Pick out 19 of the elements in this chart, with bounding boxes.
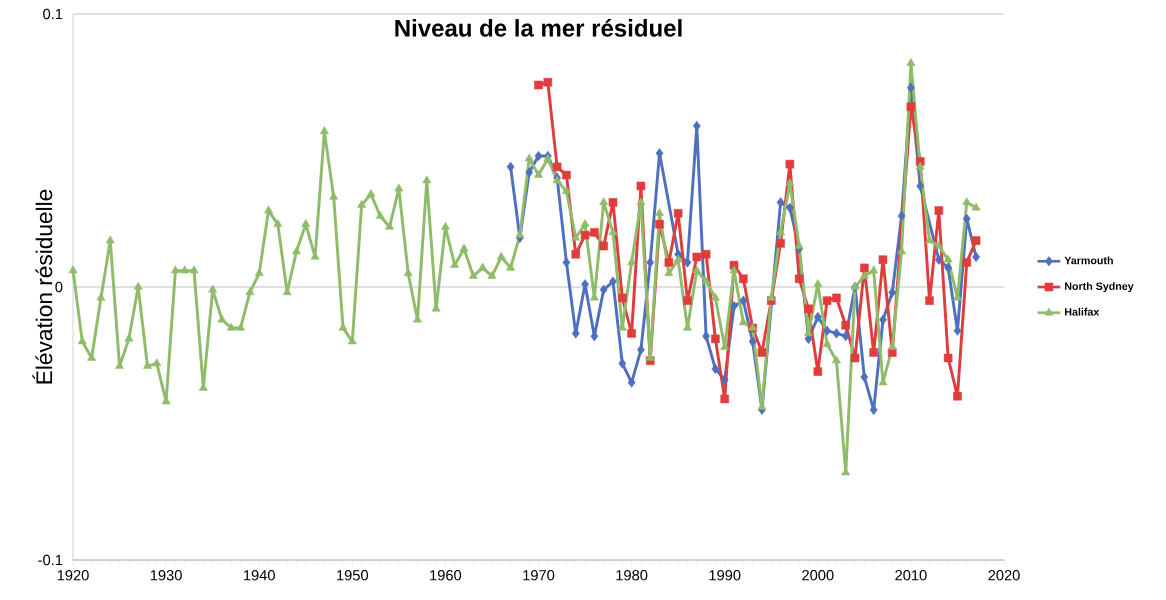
legend-label: Halifax (1065, 307, 1100, 316)
x-tick-label: 1940 (244, 570, 275, 581)
x-tick-label: 2020 (988, 570, 1020, 581)
y-tick-label: 0 (55, 281, 63, 293)
x-tick-label: 1990 (709, 570, 741, 581)
x-tick-label: 1960 (430, 570, 462, 581)
x-tick-label: 1980 (616, 570, 648, 581)
y-tick-label: 0.1 (43, 8, 63, 20)
x-tick-label: 1920 (57, 570, 89, 581)
legend-label: Yarmouth (1064, 256, 1113, 265)
x-tick-label: 1970 (523, 570, 555, 581)
x-tick-label: 2000 (802, 570, 834, 581)
x-tick-label: 2010 (895, 570, 927, 581)
x-tick-label: 1950 (337, 570, 369, 581)
y-axis-title: Élévation résiduelle (32, 189, 53, 384)
x-tick-label: 1930 (150, 570, 182, 581)
y-tick-label: -0.1 (38, 554, 63, 566)
chart-title: Niveau de la mer résiduel (395, 18, 682, 37)
legend-label: North Sydney (1065, 282, 1134, 293)
